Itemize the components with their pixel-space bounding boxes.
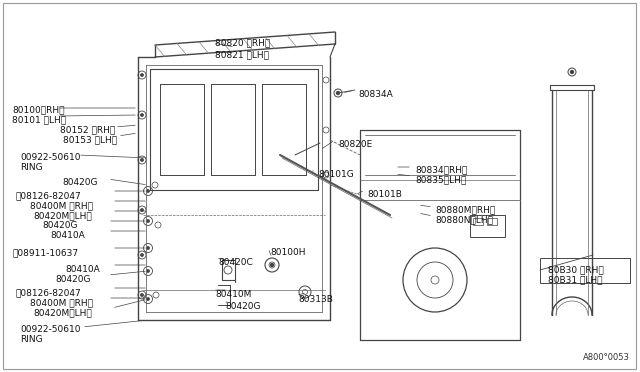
Text: 80880N〈LH〉: 80880N〈LH〉 [435, 215, 493, 224]
Circle shape [141, 294, 143, 296]
Text: 80410M: 80410M [215, 290, 252, 299]
Text: Ⓞ08911-10637: Ⓞ08911-10637 [12, 248, 78, 257]
Text: 80821 〈LH〉: 80821 〈LH〉 [215, 50, 269, 59]
Text: 80152 〈RH〉: 80152 〈RH〉 [60, 125, 115, 134]
Text: 80420G: 80420G [62, 178, 97, 187]
Text: 00922-50610: 00922-50610 [20, 325, 81, 334]
Text: 80410A: 80410A [50, 231, 84, 240]
Text: 80153 〈LH〉: 80153 〈LH〉 [63, 135, 117, 144]
Text: 80420C: 80420C [218, 258, 253, 267]
Text: 80100H: 80100H [270, 248, 305, 257]
Circle shape [141, 159, 143, 161]
Text: 80B31 〈LH〉: 80B31 〈LH〉 [548, 275, 602, 284]
Text: 80420G: 80420G [42, 221, 77, 230]
Circle shape [147, 220, 149, 222]
Bar [473, 218, 483, 225]
Circle shape [141, 74, 143, 76]
Circle shape [141, 209, 143, 211]
Circle shape [141, 114, 143, 116]
Text: 80400M 〈RH〉: 80400M 〈RH〉 [30, 298, 93, 307]
Text: 80880M〈RH〉: 80880M〈RH〉 [435, 205, 495, 214]
Text: RING: RING [20, 163, 43, 172]
Circle shape [337, 92, 339, 94]
Text: 80420M〈LH〉: 80420M〈LH〉 [33, 211, 92, 220]
Text: 80820 〈RH〉: 80820 〈RH〉 [215, 38, 270, 47]
Text: 80400M 〈RH〉: 80400M 〈RH〉 [30, 201, 93, 210]
Circle shape [141, 254, 143, 256]
Text: 80835〈LH〉: 80835〈LH〉 [415, 175, 467, 184]
Circle shape [570, 71, 573, 74]
Text: Ⓑ08126-82047: Ⓑ08126-82047 [15, 191, 81, 200]
Circle shape [147, 298, 149, 300]
Text: 00922-50610: 00922-50610 [20, 153, 81, 162]
Bar [540, 258, 630, 283]
Circle shape [147, 247, 149, 249]
Text: 80834〈RH〉: 80834〈RH〉 [415, 165, 467, 174]
Circle shape [147, 190, 149, 192]
Text: 80420G: 80420G [225, 302, 260, 311]
Text: 80101B: 80101B [367, 190, 402, 199]
Bar [470, 215, 505, 237]
Text: 80101 〈LH〉: 80101 〈LH〉 [12, 115, 66, 124]
Text: 80410A: 80410A [65, 265, 100, 274]
Text: 80313B: 80313B [298, 295, 333, 304]
Circle shape [147, 270, 149, 272]
Text: 80420G: 80420G [55, 275, 90, 284]
Text: 80B30 〈RH〉: 80B30 〈RH〉 [548, 265, 604, 274]
Text: A800°0053: A800°0053 [583, 353, 630, 362]
Circle shape [271, 263, 273, 266]
Text: Ⓜ08126-82047: Ⓜ08126-82047 [15, 288, 81, 297]
Bar [487, 218, 497, 225]
Text: 80101G: 80101G [318, 170, 354, 179]
Text: 80420M〈LH〉: 80420M〈LH〉 [33, 308, 92, 317]
Text: 80100〈RH〉: 80100〈RH〉 [12, 105, 65, 114]
Text: 80834A: 80834A [358, 90, 393, 99]
Text: RING: RING [20, 335, 43, 344]
Text: 80820E: 80820E [338, 140, 372, 149]
